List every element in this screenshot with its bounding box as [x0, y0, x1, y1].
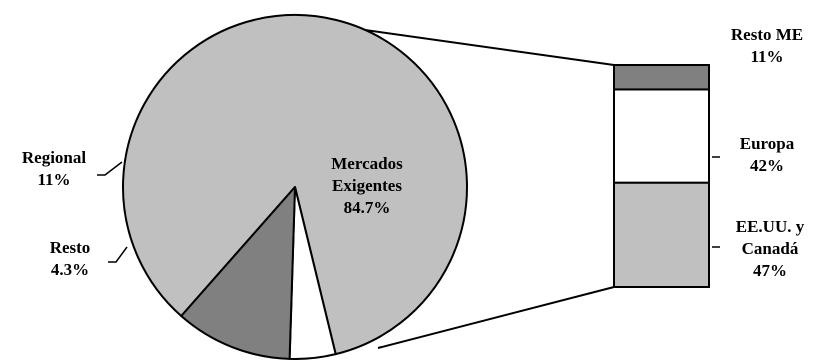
leader-line-resto: [108, 246, 128, 263]
stacked-bar: [613, 64, 710, 288]
connector-line-bottom: [377, 286, 615, 349]
label-resto-me: Resto ME 11%: [731, 25, 803, 66]
bar-segment-ee-uu-y-canada: [613, 181, 710, 288]
label-resto: Resto 4.3%: [50, 238, 91, 279]
pie-slice-regional: [180, 186, 296, 360]
pie-chart: [122, 14, 468, 360]
data-labels: Mercados Exigentes 84.7% Resto 4.3% Regional 1…: [22, 25, 805, 280]
bar-segment-resto-me: [613, 64, 710, 91]
leader-lines: [97, 156, 720, 263]
label-mercados-exigentes: Mercados Exigentes 84.7%: [331, 154, 403, 217]
connector-line-top: [364, 29, 615, 66]
label-europa: Europa 42%: [740, 134, 795, 175]
leader-line-regional: [97, 161, 123, 176]
label-ee-uu-y-canada: EE.UU. y Canadá 47%: [736, 217, 805, 280]
connector-lines: [364, 29, 615, 349]
bar-segment-europa: [613, 88, 710, 184]
label-regional: Regional 11%: [22, 148, 87, 189]
pie-slice-mercados-exigentes: [122, 14, 468, 356]
